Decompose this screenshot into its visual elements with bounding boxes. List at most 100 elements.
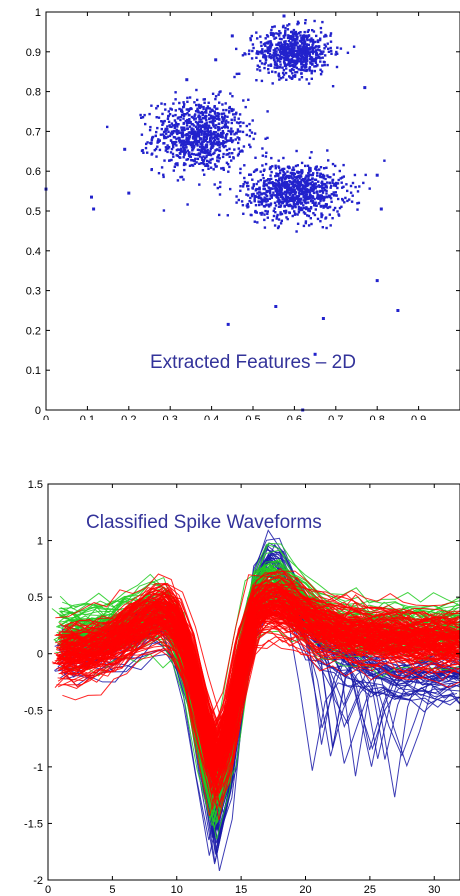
scatter-point [211, 137, 214, 140]
scatter-point [296, 51, 299, 54]
scatter-y-tick-label: 0.6 [26, 166, 41, 178]
scatter-point [273, 51, 276, 54]
scatter-point [210, 135, 213, 138]
scatter-point [220, 131, 223, 135]
scatter-point [186, 142, 189, 146]
scatter-point [230, 132, 233, 136]
scatter-point [155, 116, 158, 119]
scatter-point [223, 116, 226, 119]
scatter-point [182, 129, 185, 132]
scatter-point [240, 200, 244, 203]
scatter-point [304, 57, 307, 60]
scatter-point [319, 194, 323, 197]
scatter-point [185, 139, 188, 142]
scatter-point [176, 125, 179, 128]
waveform-y-tick-label: -0.5 [24, 705, 43, 717]
scatter-point [351, 194, 354, 197]
scatter-point [326, 42, 329, 45]
scatter-point [307, 214, 311, 218]
scatter-point [196, 121, 199, 124]
waveform-line [63, 629, 460, 793]
scatter-point [288, 211, 291, 215]
scatter-point [282, 174, 285, 177]
scatter-point [321, 187, 324, 190]
scatter-point [287, 57, 290, 61]
scatter-point [217, 114, 220, 118]
scatter-point [270, 170, 273, 174]
scatter-point [243, 52, 246, 55]
scatter-point [307, 47, 310, 50]
scatter-point [277, 173, 280, 176]
scatter-point [260, 62, 264, 65]
scatter-point [314, 167, 317, 170]
scatter-point [300, 191, 304, 194]
scatter-point [287, 183, 290, 186]
scatter-point [183, 168, 186, 172]
scatter-point [212, 125, 216, 128]
scatter-point [164, 127, 167, 131]
scatter-point [323, 63, 326, 67]
scatter-point [304, 201, 308, 205]
scatter-point [221, 144, 225, 147]
scatter-point [297, 31, 301, 35]
scatter-point [279, 41, 283, 44]
scatter-point [296, 33, 299, 36]
scatter-point [311, 48, 314, 51]
scatter-point [167, 115, 170, 118]
scatter-point [298, 189, 301, 192]
scatter-x-tick-label: 0.4 [204, 414, 219, 420]
scatter-point [201, 129, 204, 133]
scatter-axes-box [45, 11, 460, 411]
scatter-point [304, 207, 308, 211]
scatter-point [184, 143, 187, 147]
scatter-point [319, 31, 323, 34]
scatter-point [298, 184, 302, 187]
scatter-point [193, 141, 196, 144]
scatter-point [316, 48, 319, 51]
scatter-point [311, 200, 314, 203]
scatter-point [320, 52, 324, 55]
scatter-point [183, 148, 187, 152]
scatter-point [295, 186, 299, 190]
scatter-point [297, 52, 300, 56]
scatter-point [222, 152, 225, 156]
scatter-point [146, 151, 149, 154]
scatter-point [182, 144, 185, 148]
scatter-point [308, 182, 311, 185]
scatter-point [299, 31, 302, 34]
scatter-point [230, 107, 233, 111]
scatter-point [336, 46, 339, 49]
scatter-point [191, 145, 195, 148]
scatter-point [318, 190, 321, 193]
scatter-point [203, 173, 206, 176]
scatter-point [260, 213, 263, 216]
scatter-y-tick-label: 0.7 [26, 126, 41, 138]
scatter-point [303, 69, 306, 72]
scatter-point [200, 146, 203, 149]
scatter-point [338, 206, 342, 210]
scatter-point [157, 116, 161, 119]
scatter-point [285, 181, 289, 184]
scatter-point [243, 176, 246, 180]
scatter-point [207, 126, 211, 129]
scatter-point [219, 181, 222, 184]
scatter-point [313, 204, 316, 207]
scatter-point [226, 322, 230, 326]
scatter-point [169, 139, 173, 142]
scatter-point [176, 179, 180, 182]
scatter-point [167, 146, 170, 150]
scatter-point [177, 116, 180, 119]
scatter-point [298, 177, 301, 180]
scatter-point [330, 193, 333, 196]
scatter-point [274, 175, 277, 178]
scatter-point [297, 68, 300, 71]
scatter-point [202, 161, 205, 165]
scatter-point [168, 134, 172, 138]
scatter-point [308, 156, 312, 159]
scatter-point [218, 185, 222, 189]
scatter-point [304, 164, 307, 168]
scatter-point [275, 63, 279, 66]
scatter-point [277, 57, 280, 60]
scatter-point [256, 192, 259, 195]
scatter-point [309, 207, 313, 210]
